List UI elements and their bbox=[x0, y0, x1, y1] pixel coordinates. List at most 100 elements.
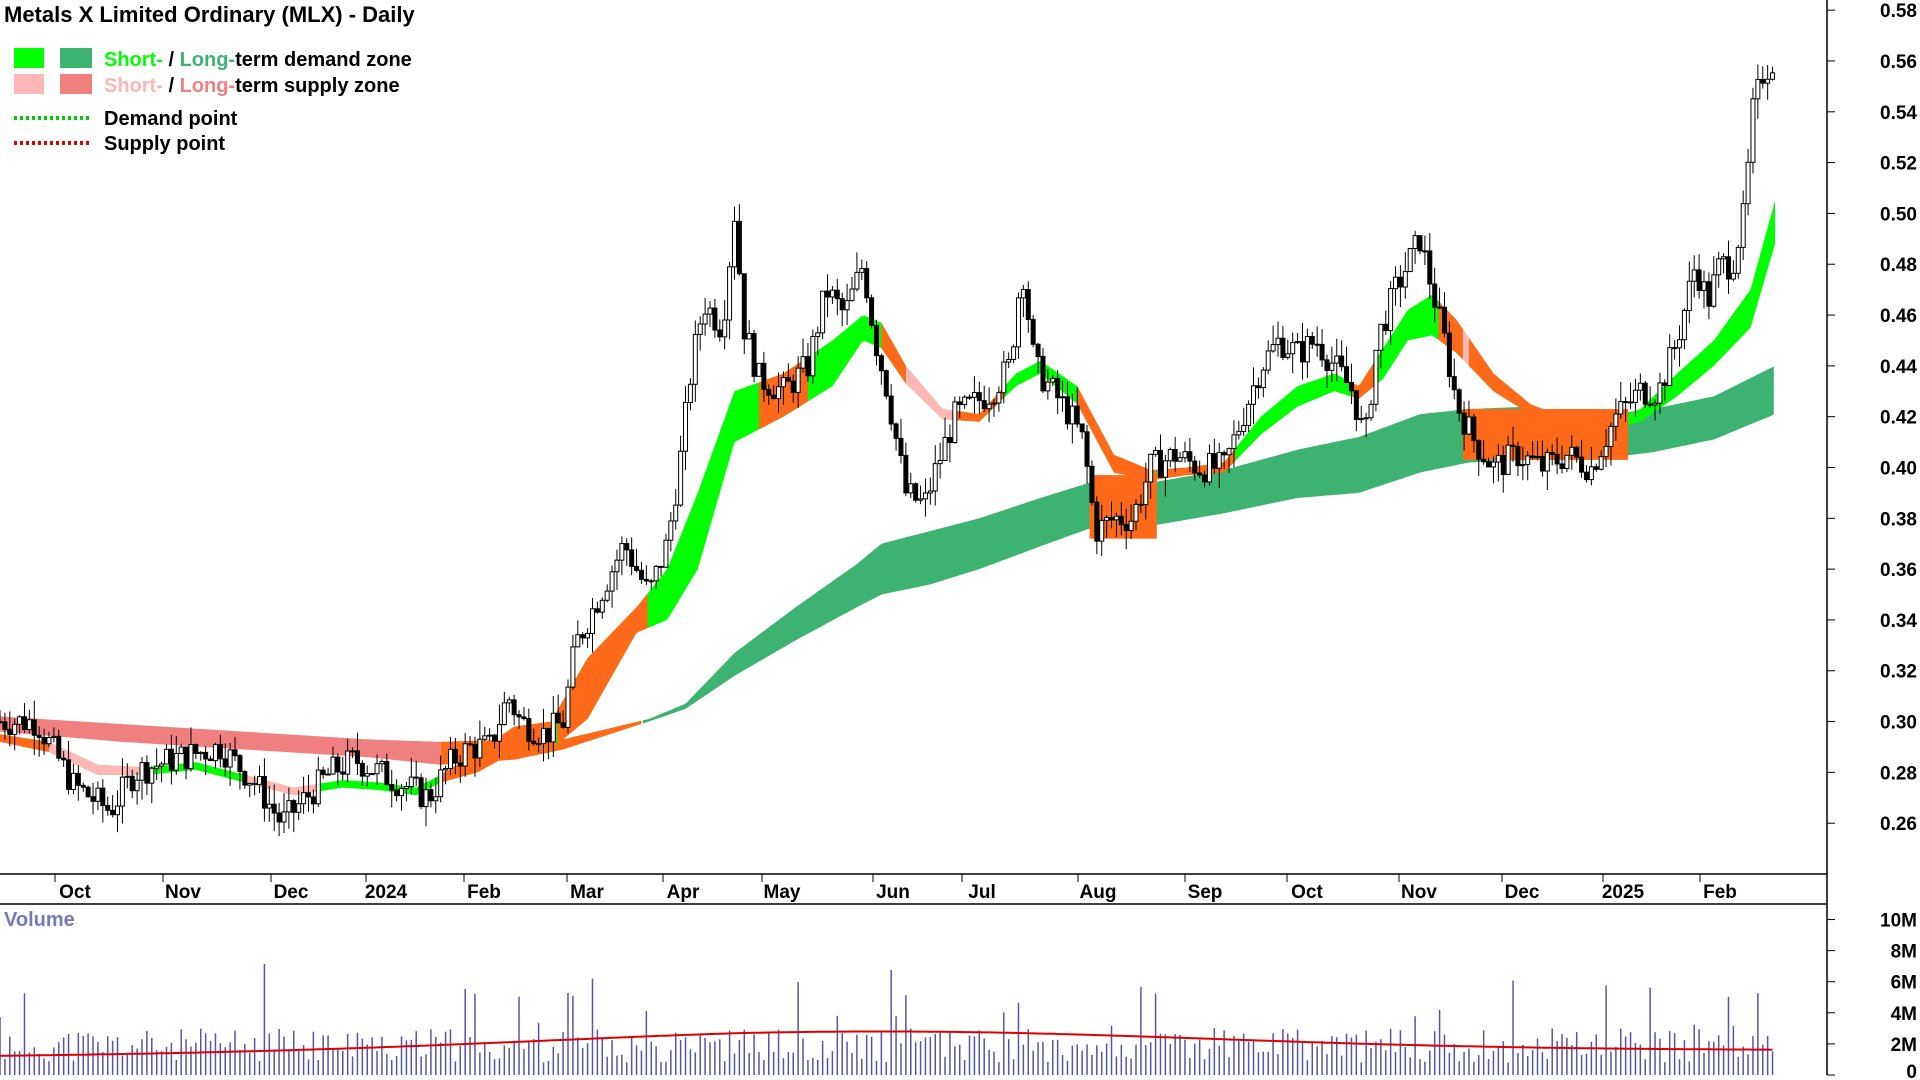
price-bar bbox=[492, 734, 498, 749]
price-bar bbox=[1667, 334, 1673, 387]
price-bar bbox=[1486, 457, 1492, 468]
price-bar bbox=[26, 709, 32, 734]
x-tick-label: Jul bbox=[968, 882, 995, 903]
price-bar bbox=[1329, 346, 1335, 383]
price-bar bbox=[198, 751, 204, 761]
price-bar bbox=[305, 774, 311, 812]
x-tick-label: Aug bbox=[1080, 882, 1117, 903]
overlap-zone-1 bbox=[1462, 409, 1629, 460]
price-bar bbox=[731, 206, 737, 280]
price-bar bbox=[795, 356, 801, 409]
price-bar bbox=[296, 790, 302, 821]
price-bar bbox=[384, 753, 390, 786]
price-bar bbox=[359, 760, 365, 786]
price-bar bbox=[1206, 444, 1212, 486]
price-bar bbox=[1319, 329, 1325, 367]
price-bar bbox=[399, 783, 405, 811]
short-term-zone-band bbox=[0, 200, 1775, 796]
price-bar bbox=[1025, 281, 1031, 333]
price-bar bbox=[452, 738, 458, 775]
price-bar bbox=[1143, 462, 1149, 520]
price-bar bbox=[927, 477, 933, 505]
price-bar bbox=[428, 782, 434, 808]
price-bar bbox=[227, 742, 233, 786]
price-bar bbox=[46, 731, 52, 748]
price-bar bbox=[702, 297, 708, 336]
price-bar bbox=[1530, 441, 1536, 460]
price-bar bbox=[403, 781, 409, 802]
price-bar bbox=[1672, 340, 1678, 360]
price-bar bbox=[859, 259, 865, 281]
price-bar bbox=[1099, 504, 1105, 557]
price-bar bbox=[1691, 255, 1697, 298]
price-bar bbox=[217, 734, 223, 768]
price-bar bbox=[766, 384, 772, 405]
price-bar bbox=[1011, 344, 1017, 364]
price-bar bbox=[394, 779, 400, 802]
price-bar bbox=[604, 584, 610, 603]
price-bar bbox=[41, 728, 47, 755]
price-bar bbox=[1402, 252, 1408, 299]
price-bar bbox=[947, 424, 953, 463]
price-bar bbox=[580, 632, 586, 645]
x-tick-label: 2025 bbox=[1602, 882, 1645, 903]
short-term-mixed-zone-0 bbox=[0, 734, 49, 752]
price-bar bbox=[1006, 352, 1012, 369]
price-bar bbox=[1446, 321, 1452, 388]
price-bar bbox=[1020, 284, 1026, 318]
price-bar bbox=[374, 754, 380, 785]
price-bar bbox=[1001, 350, 1007, 404]
price-bar bbox=[1246, 400, 1252, 433]
price-bar bbox=[100, 779, 106, 823]
price-bar bbox=[506, 696, 512, 713]
price-bar bbox=[477, 720, 483, 768]
price-bar bbox=[922, 478, 928, 517]
price-bar bbox=[212, 742, 218, 769]
price-bar bbox=[570, 634, 576, 691]
price-bar bbox=[1559, 445, 1565, 474]
price-bar bbox=[310, 789, 316, 814]
price-bar bbox=[1285, 339, 1291, 360]
price-bar bbox=[629, 537, 635, 576]
price-bar bbox=[585, 628, 591, 648]
price-bar bbox=[335, 753, 341, 786]
price-bar bbox=[330, 746, 336, 775]
price-bar bbox=[756, 362, 762, 377]
price-bar bbox=[589, 598, 595, 653]
price-bar bbox=[70, 763, 76, 795]
price-bar bbox=[1525, 451, 1531, 481]
price-bar bbox=[1564, 454, 1570, 472]
price-bar bbox=[1079, 423, 1085, 439]
legend-item: Short- / Long-term supply zone bbox=[104, 75, 400, 97]
price-bar bbox=[159, 761, 165, 783]
price-bar bbox=[1432, 267, 1438, 323]
price-bar bbox=[1579, 440, 1585, 478]
price-bar bbox=[21, 703, 27, 733]
price-bar bbox=[1113, 512, 1119, 537]
price-bar bbox=[776, 372, 782, 413]
price-bar bbox=[1231, 420, 1237, 468]
price-bar bbox=[825, 274, 831, 317]
price-bar bbox=[17, 715, 23, 735]
price-bar bbox=[61, 751, 67, 767]
price-bar bbox=[31, 700, 37, 755]
price-bar bbox=[154, 748, 160, 781]
price-bar bbox=[893, 422, 899, 451]
price-bar bbox=[1388, 281, 1394, 346]
legend-short-swatch bbox=[14, 74, 44, 94]
volume-tick-label: 4M bbox=[1891, 1004, 1917, 1025]
price-bar bbox=[1192, 456, 1198, 481]
price-tick-label: 0.48 bbox=[1880, 255, 1917, 276]
legend-short-swatch bbox=[14, 48, 44, 68]
price-bar bbox=[129, 769, 135, 798]
price-bar bbox=[1471, 413, 1477, 453]
price-bar bbox=[1202, 470, 1208, 488]
price-bar bbox=[678, 435, 684, 507]
price-bar bbox=[1755, 64, 1761, 119]
price-tick-label: 0.36 bbox=[1880, 560, 1917, 581]
x-tick-label: Dec bbox=[274, 882, 309, 903]
price-bar bbox=[864, 261, 870, 303]
price-bar bbox=[124, 763, 130, 789]
price-bar bbox=[643, 565, 649, 585]
